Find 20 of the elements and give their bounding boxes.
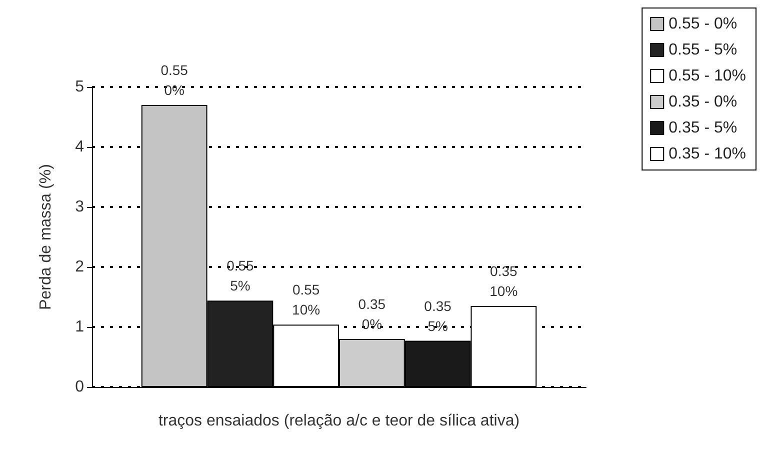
annotation: 0.55 10%: [292, 282, 320, 318]
annotation: 0.35 10%: [490, 263, 518, 299]
legend-label: 0.35 - 5%: [668, 120, 738, 136]
y-tick-label: 3: [75, 198, 84, 216]
legend-label: 0.35 - 10%: [668, 146, 746, 162]
legend-label: 0.55 - 0%: [668, 16, 738, 32]
y-tick-label: 1: [75, 318, 84, 336]
annotation: 0.35 5%: [424, 298, 452, 334]
legend-label: 0.55 - 5%: [668, 42, 738, 58]
legend-label: 0.35 - 0%: [668, 94, 738, 110]
annotation: 0.55 5%: [226, 258, 254, 294]
y-tick-label: 5: [75, 78, 84, 96]
annotation: 0.35 0%: [358, 296, 386, 332]
annotation: 0.55 0%: [160, 62, 188, 98]
y-tick-label: 2: [75, 258, 84, 276]
legend-label: 0.55 - 10%: [668, 68, 746, 84]
y-tick-label: 4: [75, 138, 84, 156]
y-tick-label: 0: [75, 378, 84, 396]
x-axis-title: traços ensaiados (relação a/c e teor de sílica ativa): [158, 412, 520, 430]
y-axis-title: Perda de massa (%): [38, 164, 54, 310]
